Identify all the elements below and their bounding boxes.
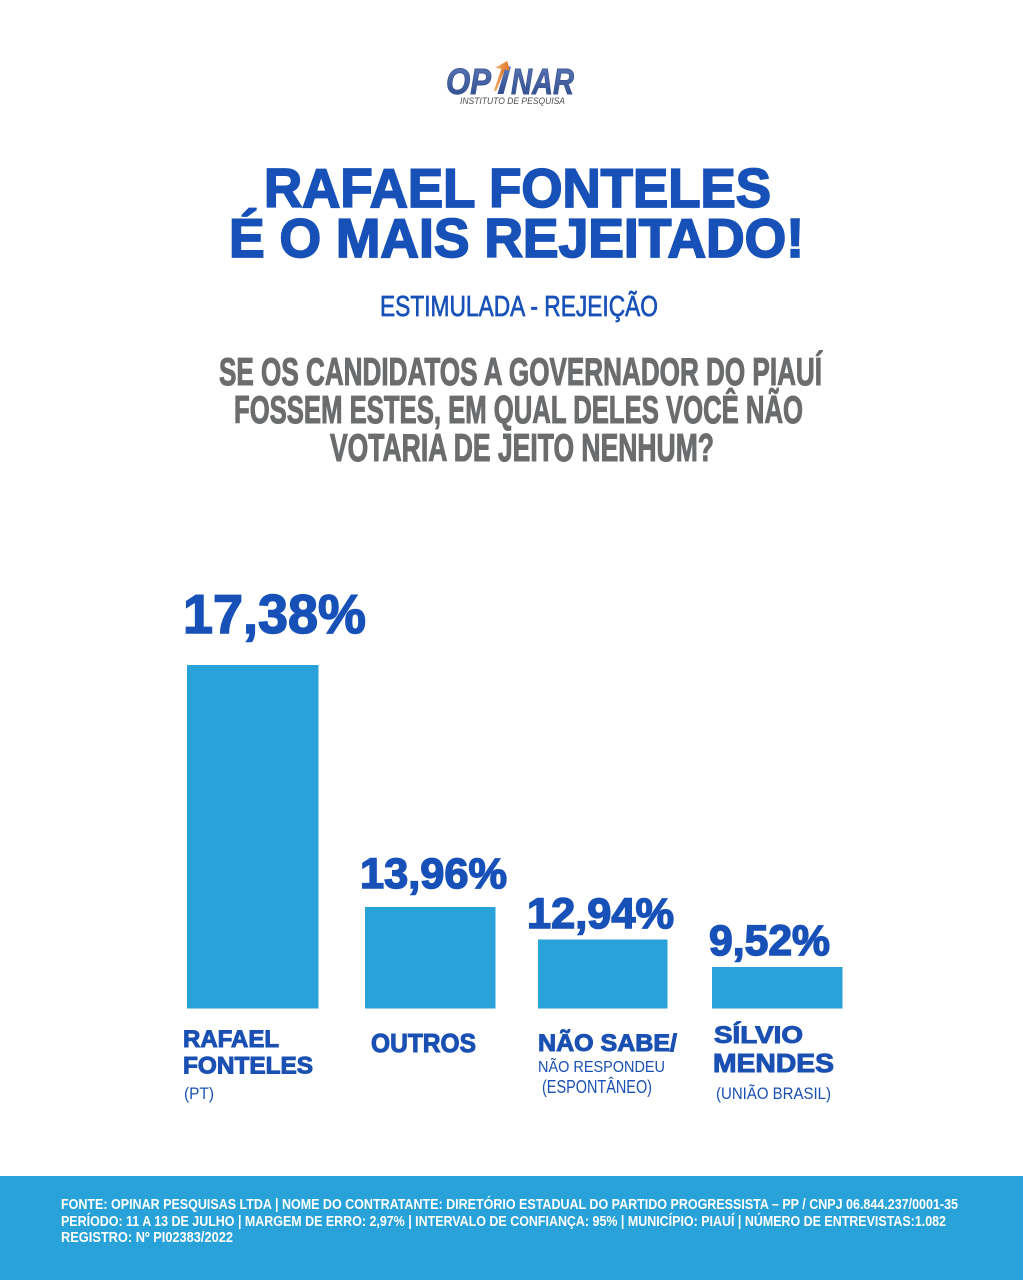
svg-text:É O MAIS REJEITADO!: É O MAIS REJEITADO! — [229, 207, 804, 269]
svg-text:RAFAEL FONTELES: RAFAEL FONTELES — [264, 157, 771, 219]
svg-text:INSTITUTO DE PESQUISA: INSTITUTO DE PESQUISA — [460, 96, 565, 107]
svg-text:FOSSEM ESTES, EM QUAL DELES VO: FOSSEM ESTES, EM QUAL DELES VOCÊ NÃO — [234, 388, 803, 432]
svg-text:NAR: NAR — [511, 61, 575, 102]
svg-text:ESTIMULADA - REJEIÇÃO: ESTIMULADA - REJEIÇÃO — [380, 289, 658, 323]
svg-text:REGISTRO: Nº PI02383/2022: REGISTRO: Nº PI02383/2022 — [61, 1230, 233, 1246]
svg-text:FONTELES: FONTELES — [183, 1053, 313, 1080]
svg-text:(PT): (PT) — [184, 1084, 214, 1103]
svg-text:PERÍODO: 11 A 13 DE JULHO | MA: PERÍODO: 11 A 13 DE JULHO | MARGEM DE ER… — [61, 1212, 946, 1230]
svg-text:(UNIÃO BRASIL): (UNIÃO BRASIL) — [716, 1084, 831, 1103]
svg-text:FONTE: OPINAR PESQUISAS LTDA |: FONTE: OPINAR PESQUISAS LTDA | NOME DO C… — [61, 1195, 958, 1213]
svg-text:NÃO RESPONDEU: NÃO RESPONDEU — [538, 1056, 665, 1076]
svg-text:13,96%: 13,96% — [360, 850, 507, 898]
svg-text:VOTARIA DE JEITO NENHUM?: VOTARIA DE JEITO NENHUM? — [330, 427, 714, 470]
svg-text:(ESPONTÂNEO): (ESPONTÂNEO) — [542, 1077, 652, 1097]
svg-text:MENDES: MENDES — [713, 1048, 834, 1078]
svg-text:NÃO SABE/: NÃO SABE/ — [538, 1029, 677, 1057]
svg-text:OUTROS: OUTROS — [371, 1028, 476, 1058]
svg-text:SE OS CANDIDATOS A GOVERNADOR: SE OS CANDIDATOS A GOVERNADOR DO PIAUÍ — [219, 350, 823, 394]
svg-text:RAFAEL: RAFAEL — [183, 1026, 279, 1053]
svg-text:12,94%: 12,94% — [527, 890, 674, 938]
svg-text:SÍLVIO: SÍLVIO — [714, 1021, 803, 1049]
svg-text:OP: OP — [446, 61, 492, 102]
svg-text:17,38%: 17,38% — [183, 583, 366, 645]
svg-text:9,52%: 9,52% — [709, 917, 830, 965]
